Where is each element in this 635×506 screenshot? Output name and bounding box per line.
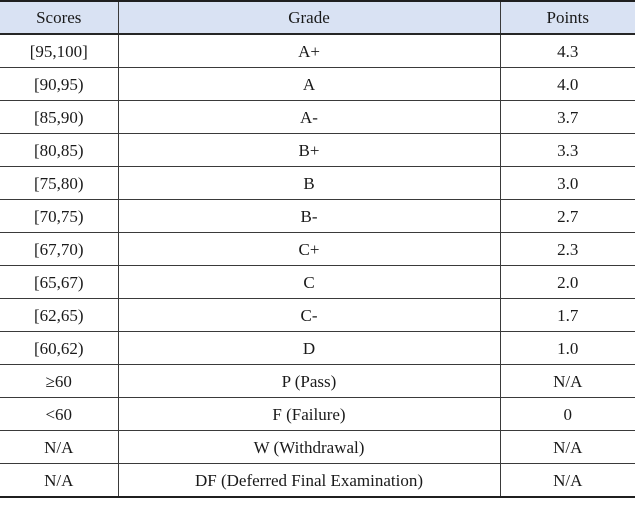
table-row: [62,65) C- 1.7 bbox=[0, 298, 635, 332]
table-cell: [80,85) bbox=[0, 133, 118, 167]
table-row: N/A W (Withdrawal) N/A bbox=[0, 430, 635, 464]
table-cell: [60,62) bbox=[0, 331, 118, 365]
table-cell: C- bbox=[117, 298, 501, 332]
table-cell: [62,65) bbox=[0, 298, 118, 332]
table-cell: N/A bbox=[500, 430, 635, 464]
table-cell: N/A bbox=[0, 463, 118, 497]
table-cell: [70,75) bbox=[0, 199, 118, 233]
table-row: N/A DF (Deferred Final Examination) N/A bbox=[0, 463, 635, 497]
table-cell: P (Pass) bbox=[117, 364, 501, 398]
table-cell: [67,70) bbox=[0, 232, 118, 266]
table-cell: 3.7 bbox=[500, 100, 635, 134]
table-cell: 2.7 bbox=[500, 199, 635, 233]
table-body: [95,100] A+ 4.3 [90,95) A 4.0 [85,90) A- 3.7 [80,… bbox=[0, 34, 635, 497]
table-cell: <60 bbox=[0, 397, 118, 431]
table-cell: 3.3 bbox=[500, 133, 635, 167]
table-cell: 3.0 bbox=[500, 166, 635, 200]
table-cell: 4.3 bbox=[557, 41, 579, 61]
table-row: ≥60 P (Pass) N/A bbox=[0, 364, 635, 398]
table-cell: DF (Deferred Final Examination) bbox=[117, 463, 501, 497]
table-cell: C+ bbox=[117, 232, 501, 266]
table-cell: A+ bbox=[117, 34, 501, 68]
table-cell: F (Failure) bbox=[117, 397, 501, 431]
table-header: Scores Grade Points bbox=[0, 1, 635, 35]
header-cell-grade: Grade bbox=[117, 1, 501, 35]
table-row: [70,75) B- 2.7 bbox=[0, 199, 635, 233]
table-row: [75,80) B 3.0 bbox=[0, 166, 635, 200]
table-cell: 4.0 bbox=[500, 67, 635, 101]
table-cell: 1.0 bbox=[500, 331, 635, 365]
table-cell: W (Withdrawal) bbox=[117, 430, 501, 464]
table-row: [95,100] A+ 4.3 bbox=[0, 34, 635, 68]
table-cell: B- bbox=[117, 199, 501, 233]
table-cell: ≥60 bbox=[0, 364, 118, 398]
table-row: [60,62) D 1.0 bbox=[0, 331, 635, 365]
table-row: [67,70) C+ 2.3 bbox=[0, 232, 635, 266]
table-cell: C bbox=[117, 265, 501, 299]
table-cell: [85,90) bbox=[0, 100, 118, 134]
table-row: [65,67) C 2.0 bbox=[0, 265, 635, 299]
table-cell: [75,80) bbox=[0, 166, 118, 200]
table-cell: [65,67) bbox=[0, 265, 118, 299]
table-cell: N/A bbox=[500, 463, 635, 497]
table-cell: A- bbox=[117, 100, 501, 134]
table-cell: N/A bbox=[500, 364, 635, 398]
table-cell: A bbox=[117, 67, 501, 101]
table-cell: 1.7 bbox=[500, 298, 635, 332]
table-cell: 2.0 bbox=[500, 265, 635, 299]
table-cell: D bbox=[117, 331, 501, 365]
header-cell-points: Points bbox=[500, 1, 635, 35]
table-cell: B bbox=[117, 166, 501, 200]
table-cell: 2.3 bbox=[500, 232, 635, 266]
table-cell: N/A bbox=[0, 430, 118, 464]
header-cell-scores: Scores bbox=[0, 1, 118, 35]
table-cell: [95,100] bbox=[29, 41, 88, 61]
table-cell: B+ bbox=[117, 133, 501, 167]
table-cell: 0 bbox=[500, 397, 635, 431]
table-row: [90,95) A 4.0 bbox=[0, 67, 635, 101]
table-row: <60 F (Failure) 0 bbox=[0, 397, 635, 431]
header-row: Scores Grade Points bbox=[0, 1, 635, 35]
table-row: [80,85) B+ 3.3 bbox=[0, 133, 635, 167]
table-cell: [90,95) bbox=[0, 67, 118, 101]
table-row: [85,90) A- 3.7 bbox=[0, 100, 635, 134]
